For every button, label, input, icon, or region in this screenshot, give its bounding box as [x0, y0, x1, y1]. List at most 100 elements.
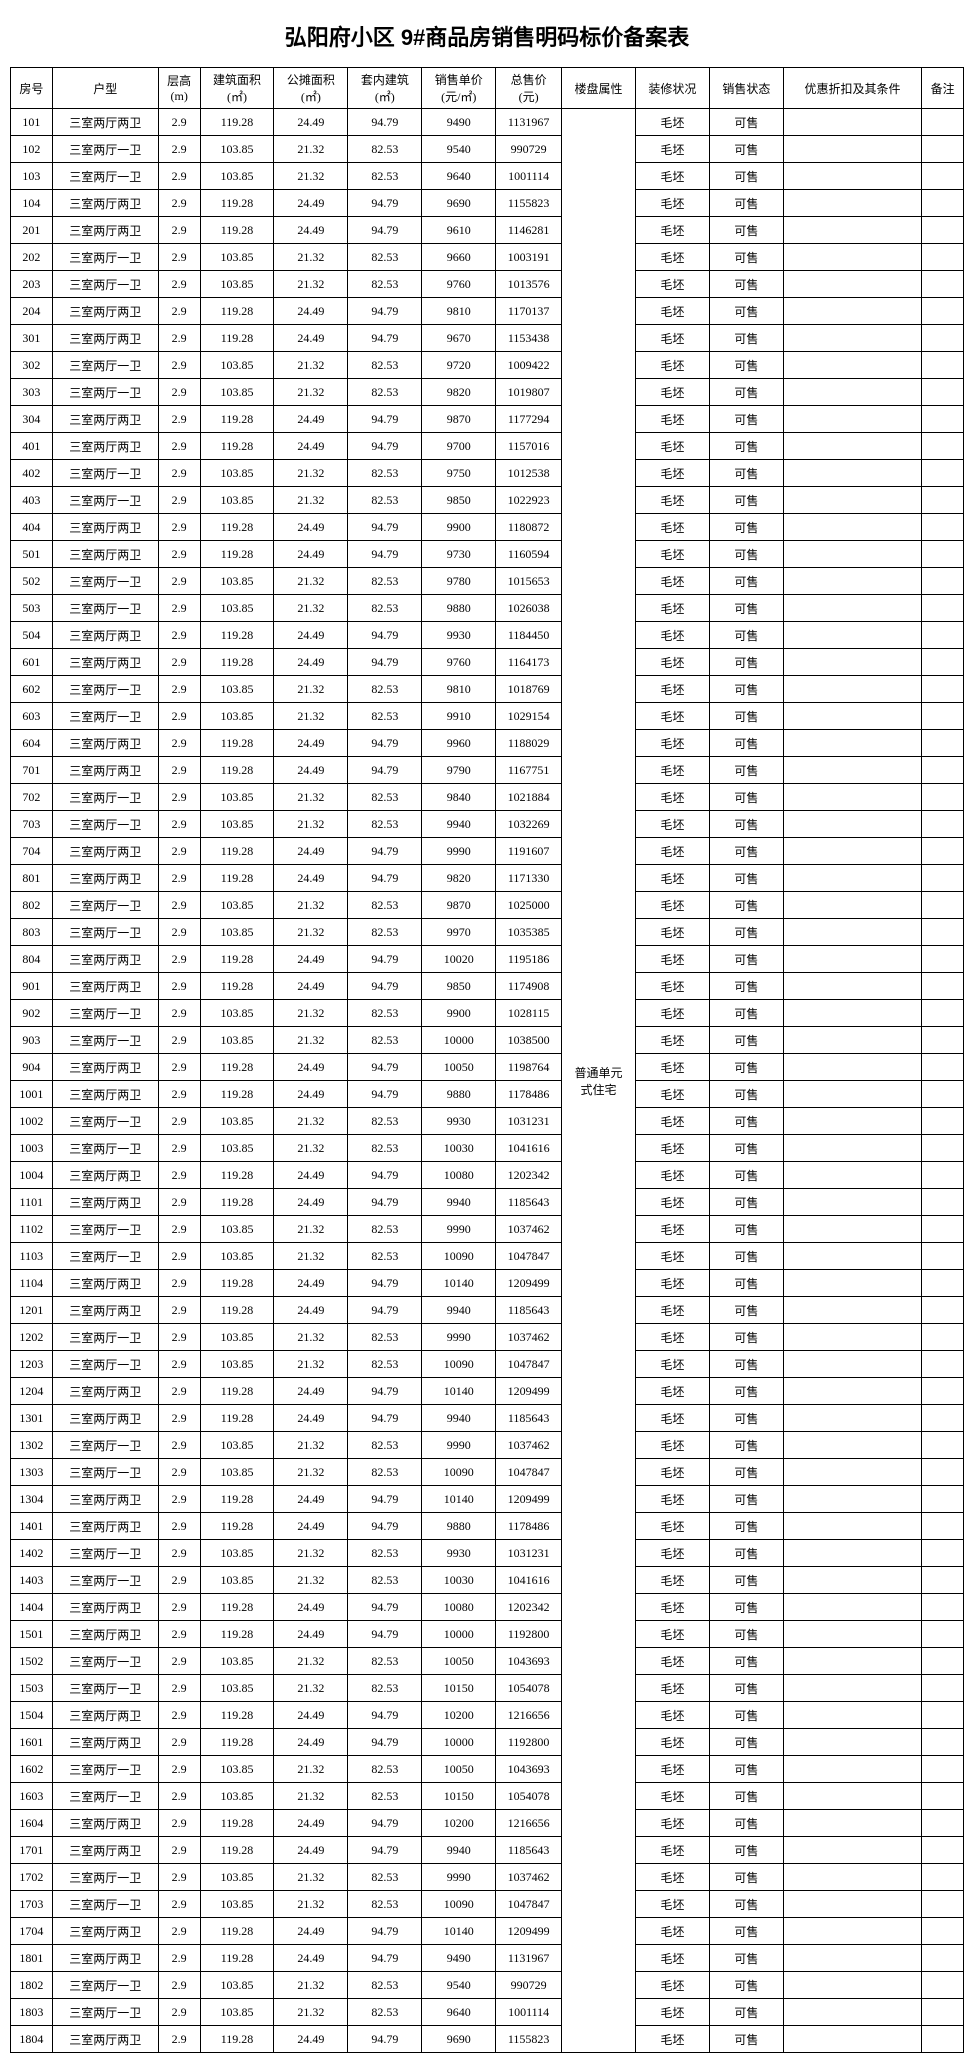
table-cell: [783, 838, 921, 865]
table-header-cell: 建筑面积(㎡): [200, 68, 274, 109]
table-cell: 毛坯: [635, 1567, 709, 1594]
table-cell: 302: [11, 352, 53, 379]
table-cell: [922, 1297, 964, 1324]
table-cell: 1503: [11, 1675, 53, 1702]
table-cell: 2.9: [158, 271, 200, 298]
table-row: 202三室两厅一卫2.9103.8521.3282.5396601003191毛…: [11, 244, 964, 271]
table-cell: [922, 757, 964, 784]
table-cell: [922, 271, 964, 298]
table-cell: 2.9: [158, 1216, 200, 1243]
table-cell: 2.9: [158, 1783, 200, 1810]
table-cell: 94.79: [348, 217, 422, 244]
table-cell: [783, 1459, 921, 1486]
table-cell: [922, 622, 964, 649]
table-cell: 可售: [709, 217, 783, 244]
table-cell: 可售: [709, 1999, 783, 2026]
table-cell: [922, 649, 964, 676]
table-cell: 21.32: [274, 703, 348, 730]
table-cell: 21.32: [274, 244, 348, 271]
table-cell: 103.85: [200, 919, 274, 946]
table-cell: 毛坯: [635, 190, 709, 217]
table-row: 502三室两厅一卫2.9103.8521.3282.5397801015653毛…: [11, 568, 964, 595]
table-cell: 2.9: [158, 1756, 200, 1783]
table-cell: 21.32: [274, 136, 348, 163]
table-cell: 119.28: [200, 433, 274, 460]
table-cell: 103.85: [200, 1540, 274, 1567]
table-cell: [783, 379, 921, 406]
table-cell: 1195186: [496, 946, 562, 973]
table-cell: 可售: [709, 1027, 783, 1054]
table-cell: 94.79: [348, 433, 422, 460]
table-cell: 可售: [709, 1324, 783, 1351]
table-cell: 2.9: [158, 1594, 200, 1621]
table-cell: 可售: [709, 1837, 783, 1864]
table-cell: 毛坯: [635, 1324, 709, 1351]
table-cell: 103.85: [200, 1108, 274, 1135]
table-row: 1503三室两厅一卫2.9103.8521.3282.5310150105407…: [11, 1675, 964, 1702]
table-cell: 9930: [422, 1540, 496, 1567]
table-cell: 21.32: [274, 1000, 348, 1027]
table-cell: 82.53: [348, 1027, 422, 1054]
table-cell: [922, 460, 964, 487]
table-cell: 24.49: [274, 973, 348, 1000]
table-cell: 毛坯: [635, 1216, 709, 1243]
table-cell: 1402: [11, 1540, 53, 1567]
table-cell: 毛坯: [635, 136, 709, 163]
table-header-cell: 套内建筑(㎡): [348, 68, 422, 109]
table-cell: 1401: [11, 1513, 53, 1540]
table-cell: 可售: [709, 1648, 783, 1675]
table-cell: 三室两厅两卫: [52, 730, 158, 757]
table-cell: 82.53: [348, 1999, 422, 2026]
table-cell: 三室两厅一卫: [52, 1567, 158, 1594]
table-cell: 103.85: [200, 703, 274, 730]
table-cell: 2.9: [158, 1675, 200, 1702]
table-cell: 119.28: [200, 109, 274, 136]
table-cell: [783, 1162, 921, 1189]
table-cell: 可售: [709, 1756, 783, 1783]
table-cell: 毛坯: [635, 1513, 709, 1540]
table-cell: [783, 541, 921, 568]
table-cell: 毛坯: [635, 757, 709, 784]
table-cell: 504: [11, 622, 53, 649]
table-cell: 9990: [422, 1216, 496, 1243]
table-cell: 1041616: [496, 1567, 562, 1594]
table-cell: 2.9: [158, 1108, 200, 1135]
table-cell: 可售: [709, 1378, 783, 1405]
table-cell: 三室两厅两卫: [52, 1162, 158, 1189]
table-cell: 103.85: [200, 1027, 274, 1054]
table-cell: 2.9: [158, 541, 200, 568]
table-cell: 毛坯: [635, 1999, 709, 2026]
table-cell: 82.53: [348, 595, 422, 622]
table-cell: 1001114: [496, 163, 562, 190]
table-cell: 119.28: [200, 1810, 274, 1837]
table-cell: 904: [11, 1054, 53, 1081]
table-cell: [922, 973, 964, 1000]
table-row: 1602三室两厅一卫2.9103.8521.3282.5310050104369…: [11, 1756, 964, 1783]
table-cell: 24.49: [274, 649, 348, 676]
table-cell: [783, 811, 921, 838]
table-cell: 三室两厅一卫: [52, 1027, 158, 1054]
table-cell: 119.28: [200, 514, 274, 541]
table-cell: [783, 919, 921, 946]
table-cell: 三室两厅一卫: [52, 1972, 158, 1999]
table-cell: 82.53: [348, 1648, 422, 1675]
table-cell: [922, 244, 964, 271]
table-cell: 1157016: [496, 433, 562, 460]
table-cell: 三室两厅一卫: [52, 460, 158, 487]
table-cell: [922, 1729, 964, 1756]
table-row: 1104三室两厅两卫2.9119.2824.4994.7910140120949…: [11, 1270, 964, 1297]
table-cell: 990729: [496, 136, 562, 163]
table-header-cell: 公摊面积(㎡): [274, 68, 348, 109]
table-cell: 可售: [709, 1351, 783, 1378]
table-cell: 21.32: [274, 460, 348, 487]
table-cell: 2.9: [158, 1486, 200, 1513]
table-cell: 2.9: [158, 649, 200, 676]
table-cell: 94.79: [348, 1702, 422, 1729]
table-cell: [783, 1189, 921, 1216]
table-row: 1402三室两厅一卫2.9103.8521.3282.5399301031231…: [11, 1540, 964, 1567]
table-row: 103三室两厅一卫2.9103.8521.3282.5396401001114毛…: [11, 163, 964, 190]
table-cell: 119.28: [200, 730, 274, 757]
table-cell: 可售: [709, 1810, 783, 1837]
table-cell: 24.49: [274, 433, 348, 460]
table-cell: 2.9: [158, 811, 200, 838]
